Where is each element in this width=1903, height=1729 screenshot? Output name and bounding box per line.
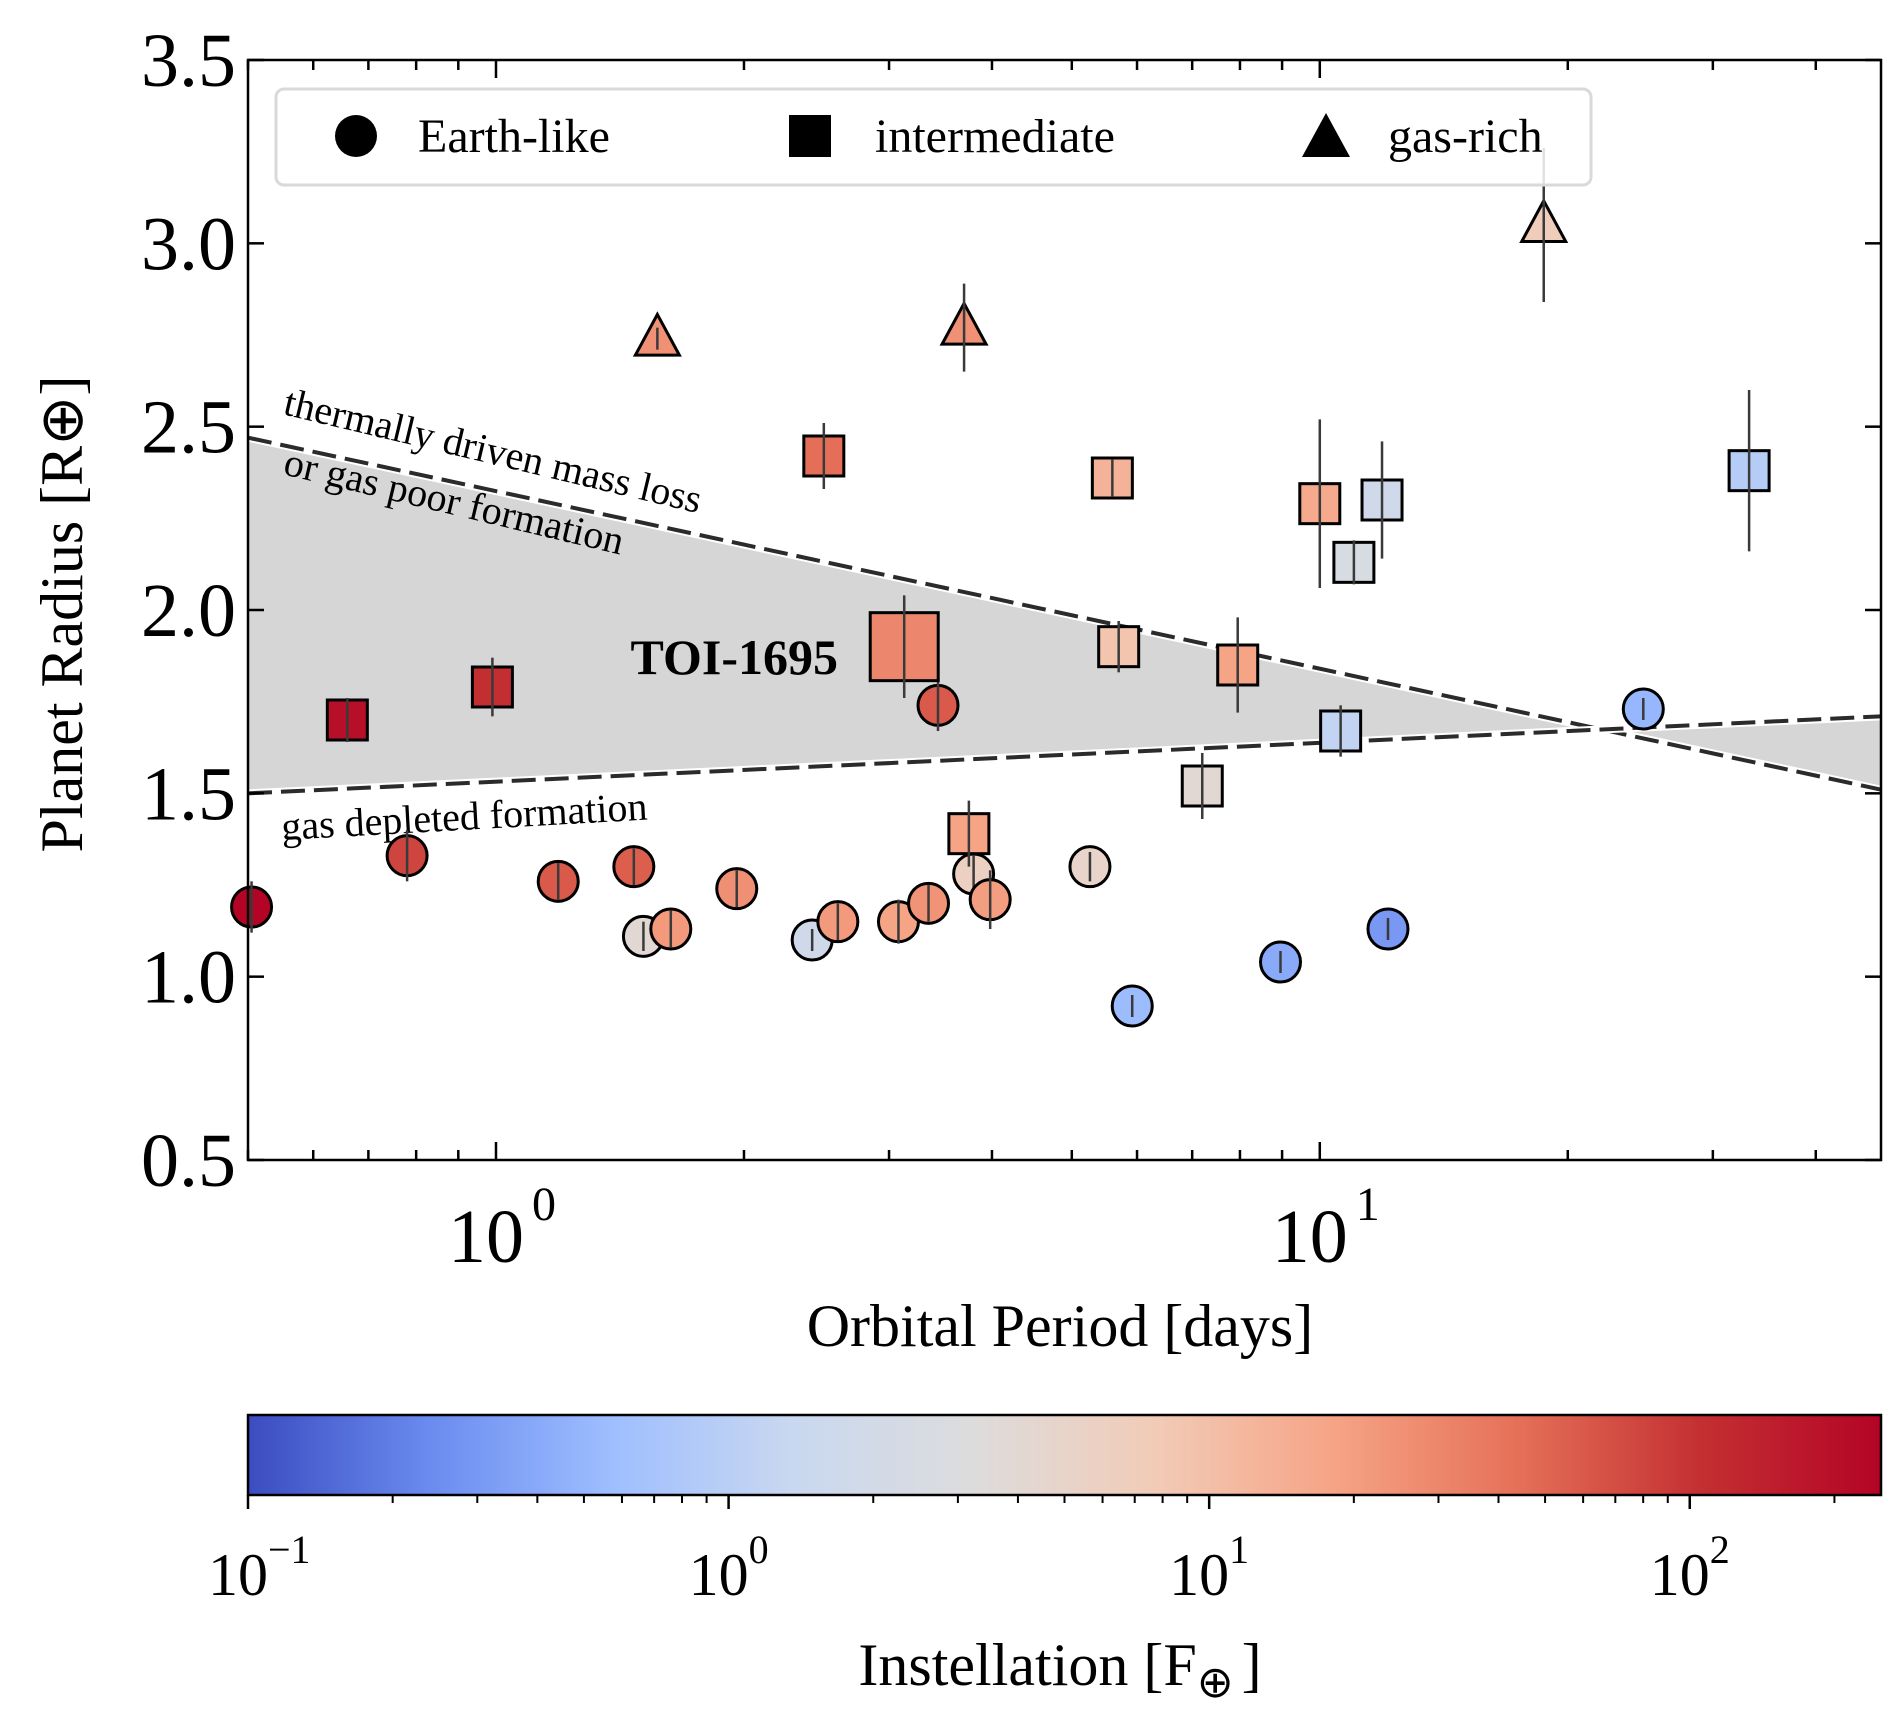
legend-marker-triangle <box>1302 113 1350 157</box>
planet-point-circle <box>1110 984 1154 1028</box>
y-tick-label: 3.5 <box>141 19 236 103</box>
colorbar-gradient-bar <box>246 1413 1883 1497</box>
planet-point-square <box>947 800 991 867</box>
lower-boundary-label: gas depleted formation <box>280 784 648 849</box>
planet-point-circle <box>968 870 1012 929</box>
planet-point-circle <box>1068 845 1112 889</box>
y-tick-label: 2.0 <box>141 569 236 653</box>
planet-point-square <box>470 657 514 717</box>
planet-point-triangle <box>632 311 682 357</box>
x-tick-label: 10 <box>1272 1195 1348 1279</box>
data-points-layer <box>230 148 1771 1028</box>
x-tick-label: 10 <box>448 1195 524 1279</box>
planet-point-circle <box>1621 687 1665 731</box>
planet-point-square <box>325 698 369 742</box>
planet-point-circle <box>816 900 860 944</box>
legend-label-gas-rich: gas-rich <box>1388 110 1543 163</box>
legend: Earth-like intermediate gas-rich <box>274 87 1593 187</box>
colorbar-label-main: Instellation [F <box>858 1632 1196 1698</box>
colorbar-tick-label-exponent: 0 <box>749 1527 769 1572</box>
planet-point-circle <box>916 679 960 731</box>
planet-point-circle <box>907 881 951 925</box>
y-axis-label: Planet Radius [R⊕] <box>29 376 95 853</box>
planet-point-square <box>1332 540 1376 585</box>
y-tick-label: 3.0 <box>141 202 236 286</box>
y-tick-label: 1.5 <box>141 752 236 836</box>
planet-point-circle <box>715 867 759 911</box>
planet-point-circle <box>536 859 580 903</box>
planet-point-circle <box>876 899 920 944</box>
boundary-line-1 <box>248 714 1881 796</box>
planet-point-circle <box>649 907 693 951</box>
colorbar-label: Instellation [F⊕] <box>858 1632 1261 1707</box>
colorbar-tick-label: 10 <box>208 1542 268 1608</box>
planet-point-circle <box>1366 907 1410 951</box>
colorbar-tick-label: 10 <box>1169 1542 1229 1608</box>
planet-point-square <box>1090 456 1134 500</box>
planet-point-circle <box>612 845 656 889</box>
planet-point-circle <box>385 830 429 882</box>
planet-point-square <box>1319 705 1363 757</box>
x-tick-label-exponent: 0 <box>532 1178 556 1231</box>
axes-layer: 0.51.01.52.02.53.03.510 0 10 1 <box>141 19 1881 1279</box>
planet-point-square <box>1298 419 1342 588</box>
colorbar: 10 −1 10 0 10 1 10 2 Instellation [F⊕] <box>208 1413 1883 1707</box>
legend-box <box>274 87 1593 187</box>
planet-point-square <box>1097 621 1141 673</box>
planet-point-square <box>802 423 846 489</box>
toi-1695-point <box>868 595 940 698</box>
planet-point-square <box>1360 441 1404 559</box>
colorbar-tick-label: 10 <box>689 1542 749 1608</box>
colorbar-label-symbol: ⊕ <box>1197 1658 1234 1707</box>
legend-label-intermediate: intermediate <box>875 110 1115 163</box>
planet-point-circle <box>230 881 274 933</box>
x-tick-label-exponent: 1 <box>1356 1178 1380 1231</box>
planet-point-triangle <box>939 283 989 372</box>
colorbar-tick-label-exponent: 2 <box>1710 1527 1730 1572</box>
colorbar-tick-label-exponent: −1 <box>268 1527 311 1572</box>
y-tick-label: 1.0 <box>141 936 236 1020</box>
toi-1695-label: TOI-1695 <box>631 629 838 685</box>
colorbar-tick-label: 10 <box>1650 1542 1710 1608</box>
planet-point-square <box>1216 617 1260 713</box>
colorbar-ticks: 10 −1 10 0 10 1 10 2 <box>208 1495 1836 1608</box>
legend-marker-circle <box>335 115 377 157</box>
legend-marker-square <box>789 115 831 157</box>
planet-point-circle <box>1259 940 1303 984</box>
planet-point-square <box>1727 390 1771 552</box>
colorbar-tick-label-exponent: 1 <box>1229 1527 1249 1572</box>
colorbar-label-end: ] <box>1242 1632 1262 1698</box>
y-tick-label: 2.5 <box>141 386 236 470</box>
y-tick-label: 0.5 <box>141 1119 236 1203</box>
boundary-lines-layer <box>248 433 1881 798</box>
legend-label-earth-like: Earth-like <box>418 110 610 163</box>
planet-point-square <box>1180 753 1224 819</box>
x-axis-label: Orbital Period [days] <box>807 1293 1314 1359</box>
